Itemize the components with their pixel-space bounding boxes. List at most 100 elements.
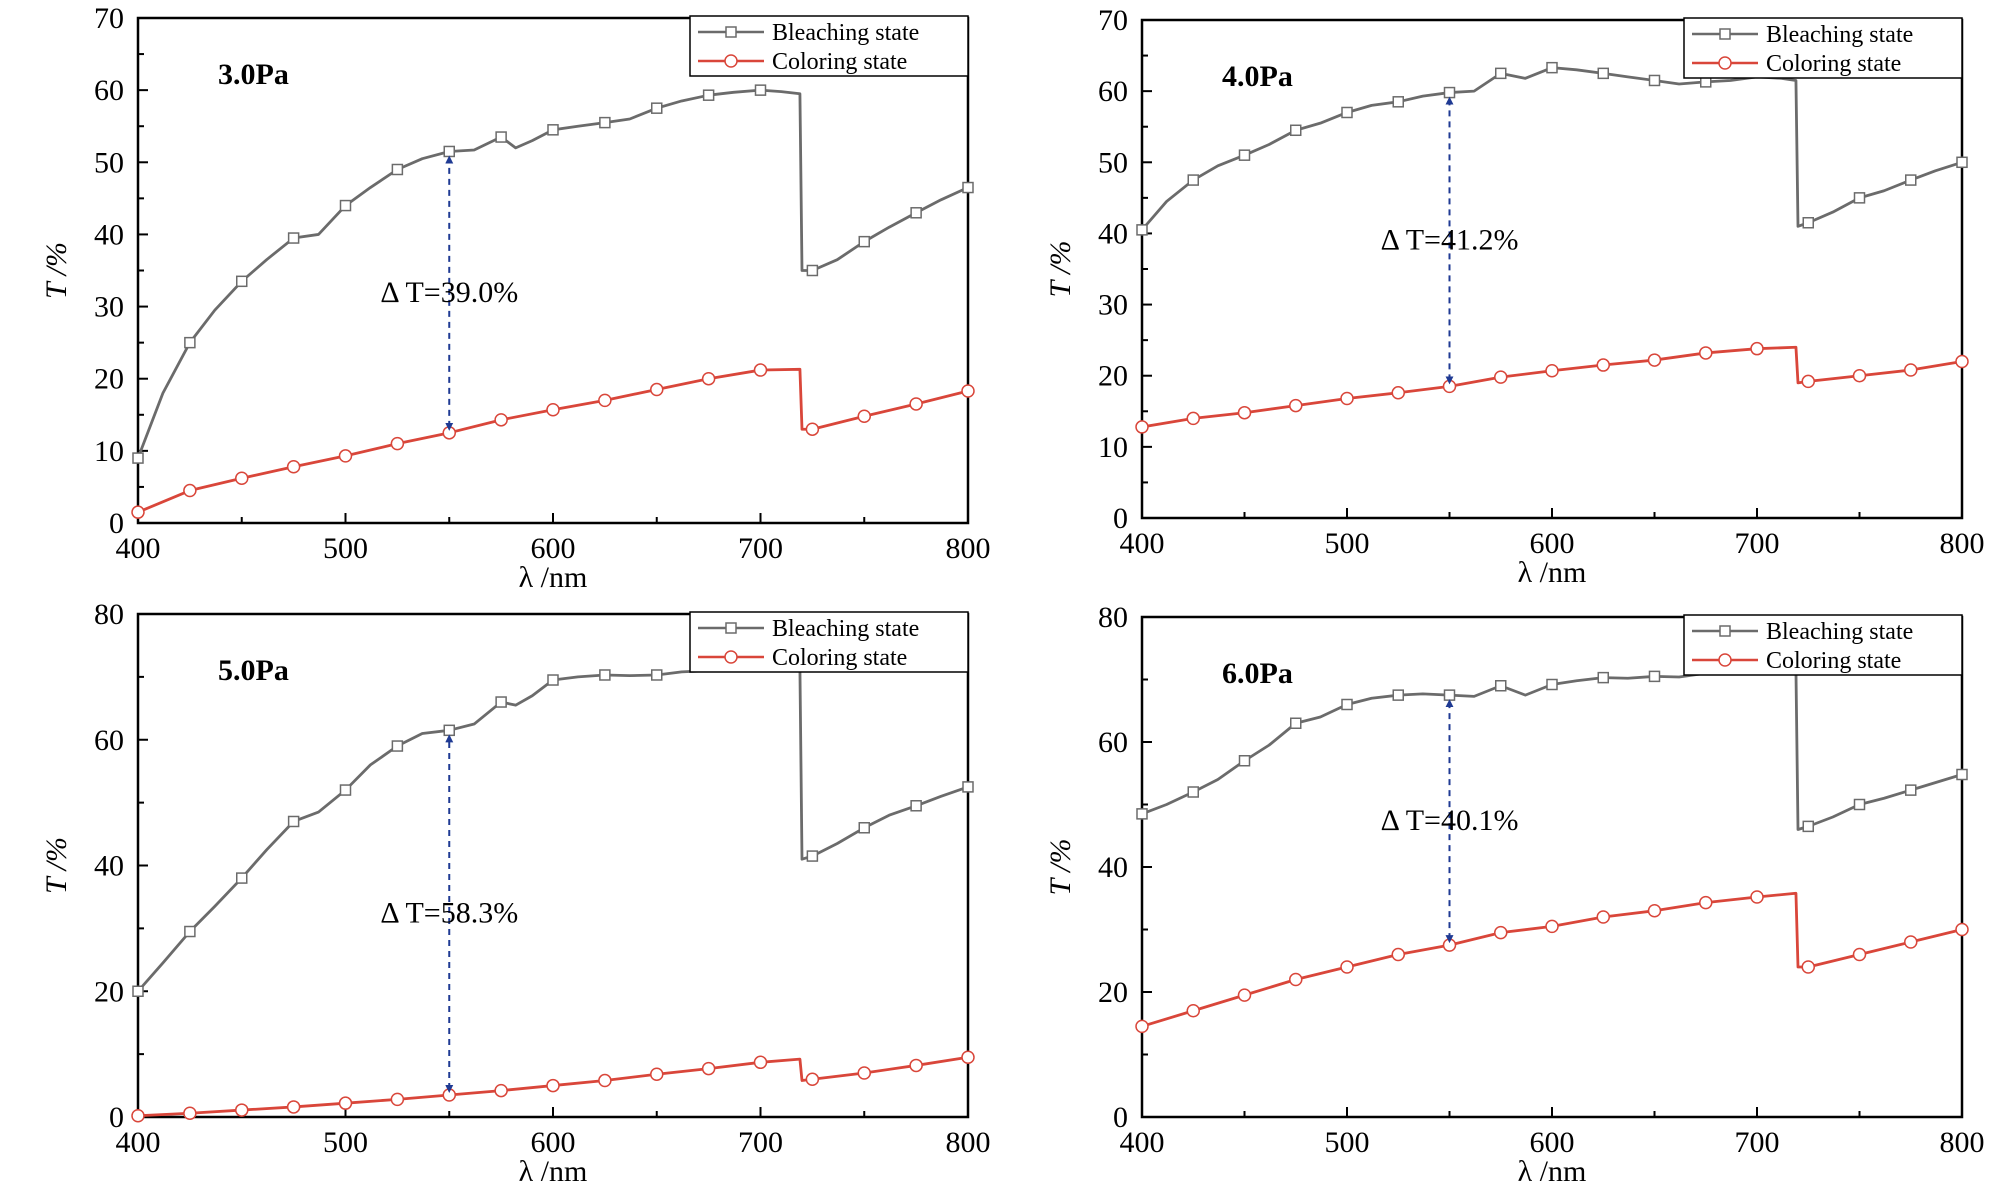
x-tick-label: 800 [946, 532, 991, 565]
bleaching-marker [1443, 86, 1456, 99]
coloring-marker [546, 1078, 560, 1093]
coloring-marker [1596, 358, 1610, 372]
coloring-marker [961, 384, 975, 398]
bleaching-marker [1238, 149, 1251, 161]
coloring-marker [1135, 1019, 1149, 1034]
delta-label: Δ T=41.2% [1381, 223, 1519, 256]
bleaching-marker [1187, 174, 1199, 186]
coloring-marker [1596, 910, 1610, 924]
coloring-marker [1186, 411, 1200, 426]
bleaching-marker [443, 724, 455, 737]
bleaching-marker [651, 669, 663, 681]
bleaching-marker [754, 84, 767, 96]
coloring-marker [1904, 935, 1918, 949]
bleaching-marker [1905, 784, 1917, 796]
coloring-marker [131, 1108, 145, 1123]
coloring-marker [753, 363, 768, 377]
bleaching-marker [1136, 808, 1148, 820]
y-tick-label: 40 [1098, 851, 1128, 884]
chart-panel: 0 10 20 30 40 50 60 70 400 500 600 700 800 λ /nm T /% 4… [1044, 4, 1985, 589]
coloring-marker [857, 1066, 871, 1080]
bleaching-marker [1956, 768, 1968, 781]
bleaching-marker [132, 452, 144, 464]
legend-marker-bleaching [725, 26, 737, 38]
legend-marker-bleaching [1719, 28, 1731, 40]
bleaching-marker [1546, 678, 1558, 691]
x-tick-label: 400 [1120, 1126, 1165, 1159]
coloring-marker [1494, 925, 1508, 940]
coloring-marker [650, 1067, 664, 1081]
coloring-marker [1289, 398, 1303, 413]
coloring-marker [494, 1083, 508, 1098]
coloring-marker [1135, 420, 1149, 434]
x-tick-label: 500 [1325, 1126, 1370, 1159]
coloring-marker [1545, 919, 1559, 934]
coloring-marker [235, 471, 249, 486]
bleaching-marker [547, 124, 559, 136]
x-tick-label: 400 [116, 1126, 161, 1159]
legend-box [689, 15, 969, 77]
coloring-marker [1237, 405, 1252, 420]
coloring-marker [1955, 354, 1969, 369]
bleaching-marker [1443, 689, 1456, 701]
legend-box [1683, 17, 1963, 79]
bleaching-marker [495, 696, 507, 708]
coloring-marker [286, 459, 301, 474]
y-tick-label: 10 [94, 435, 124, 468]
series-line-bleaching [136, 88, 969, 459]
coloring-marker [1801, 960, 1815, 974]
y-axis-title: T /% [40, 242, 73, 299]
y-tick-label: 20 [1098, 976, 1128, 1009]
x-tick-label: 500 [323, 532, 368, 565]
legend-label-coloring: Coloring state [772, 645, 907, 671]
y-tick-label: 70 [94, 2, 124, 35]
bleaching-marker [1648, 670, 1661, 683]
y-tick-label: 80 [94, 598, 124, 631]
y-tick-label: 50 [94, 146, 124, 179]
plot-frame [136, 16, 970, 525]
coloring-marker [183, 1106, 197, 1120]
pressure-label: 5.0Pa [218, 654, 289, 687]
series-line-coloring [1141, 345, 1963, 429]
coloring-marker [338, 449, 353, 463]
coloring-marker [1699, 895, 1713, 910]
bleaching-marker [910, 800, 922, 812]
bleaching-marker [1597, 67, 1609, 80]
bleaching-marker [1136, 224, 1148, 236]
coloring-marker [1955, 922, 1969, 937]
legend-marker-bleaching [1719, 625, 1731, 637]
legend-box [689, 611, 969, 673]
coloring-marker [1852, 947, 1867, 962]
x-axis-title: λ /nm [1518, 1155, 1587, 1181]
y-axis-title: T /% [1044, 241, 1077, 298]
bleaching-marker [962, 781, 974, 793]
legend: Bleaching state Coloring state [1683, 614, 1963, 676]
x-tick-label: 400 [116, 532, 161, 565]
coloring-marker [753, 1055, 768, 1070]
bleaching-marker [132, 985, 144, 997]
bleaching-marker [339, 784, 352, 796]
x-tick-label: 600 [531, 1126, 576, 1159]
coloring-marker [546, 402, 560, 417]
bleaching-marker [806, 264, 819, 277]
coloring-marker [701, 1061, 716, 1076]
x-tick-label: 800 [1940, 527, 1985, 560]
bleaching-marker [1341, 698, 1353, 711]
coloring-marker [1391, 947, 1405, 962]
y-tick-label: 20 [1098, 360, 1128, 393]
coloring-marker [1852, 368, 1867, 383]
coloring-marker [909, 1058, 923, 1073]
coloring-marker [1750, 890, 1764, 904]
bleaching-marker [651, 102, 663, 114]
y-tick-label: 0 [109, 1101, 124, 1134]
bleaching-marker [858, 235, 870, 248]
y-tick-label: 50 [1098, 146, 1128, 179]
coloring-marker [235, 1103, 249, 1117]
bleaching-marker [1392, 689, 1404, 701]
bleaching-marker [858, 822, 870, 834]
bleaching-marker [236, 275, 248, 288]
y-tick-label: 60 [1098, 75, 1128, 108]
chart-panel: 0 20 40 60 80 400 500 600 700 800 λ /nm T /% 6.0Pa Δ … [1044, 601, 1985, 1181]
pressure-label: 3.0Pa [218, 58, 289, 91]
